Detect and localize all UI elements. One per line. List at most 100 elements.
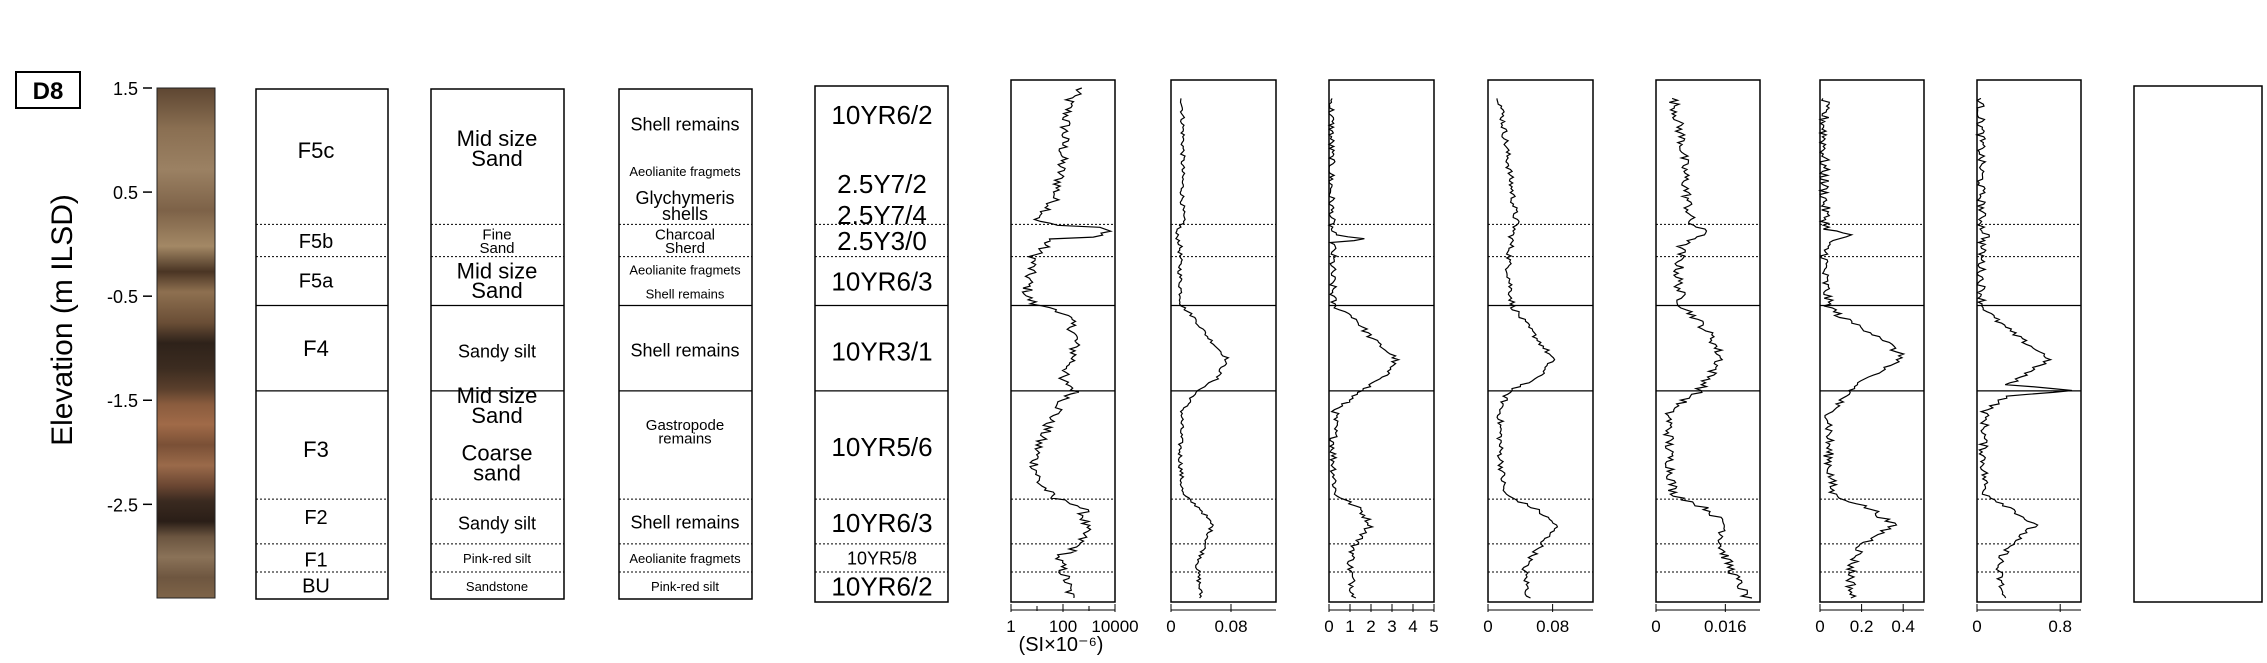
x-axis: 0 0.08 [1483,604,1593,636]
panel-frame [1487,79,1594,603]
data-panel-6: 0 0.2 0.4 [1815,79,1925,636]
y-axis-ticks: 1.5 0.5 -0.5 -1.5 -2.5 [107,79,152,515]
x-tick-label: 0.08 [1214,617,1247,636]
x-tick-label: 0.016 [1704,617,1747,636]
y-axis-label: Elevation (m ILSD) [46,194,79,446]
munsell-label: 10YR3/1 [831,336,932,366]
facies-label: F3 [303,437,329,462]
facies-label: F5c [298,138,335,163]
component-label: Shell remains [630,341,739,361]
y-tick-label: 0.5 [113,183,138,203]
texture-label: Mid size [457,258,538,283]
panel-frame [1010,79,1116,603]
x-tick-label: 0.4 [1891,617,1915,636]
component-label: remains [658,430,711,447]
panel-frame [1976,79,2082,603]
texture-label: Fine [482,227,511,244]
panel-frame [1819,79,1925,603]
texture-label: Sandy silt [458,342,536,362]
component-label: Aeolianite fragmets [629,551,741,566]
x-tick-label: 0 [1972,617,1981,636]
component-label: Sherd [665,240,705,257]
measurement-trace [1021,87,1113,599]
panel-frame [1170,79,1277,603]
data-panel-1: 1 100 10000 [1006,79,1139,636]
measurement-trace [1817,98,1906,599]
texture-label: Coarse [462,440,533,465]
data-panel-5: 0 0.016 [1651,79,1761,636]
texture-label: Sand [471,146,522,171]
y-tick-label: 1.5 [113,79,138,99]
x-axis: 0 0.08 [1166,604,1276,636]
x-tick-label: 0 [1166,617,1175,636]
core-photo [156,87,216,599]
texture-label: Mid size [457,126,538,151]
munsell-label: 10YR6/3 [831,508,932,538]
x-axis: 0 0.2 0.4 [1815,604,1924,636]
texture-label: Pink-red silt [463,551,531,566]
x-tick-label: 1 [1006,617,1015,636]
measurement-trace [1327,98,1401,599]
munsell-label: 2.5Y3/0 [837,226,927,256]
x-tick-label: 3 [1387,617,1396,636]
measurement-trace [1974,97,2073,599]
y-tick-label: -1.5 [107,391,138,411]
x-tick-label: 0.08 [1536,617,1569,636]
texture-label: Sand [471,278,522,303]
data-panel-2: 0 0.08 [1166,79,1277,636]
empty-panel [2133,85,2263,603]
component-label: Pink-red silt [651,579,719,594]
component-label: Glychymeris [635,188,734,208]
component-label: Shell remains [630,115,739,135]
x-axis: 1 100 10000 [1006,604,1139,636]
component-label: Charcoal [655,227,715,244]
texture-label: Sand [479,240,514,257]
x-axis: 0 0.8 [1972,604,2081,636]
x-tick-label: 2 [1366,617,1375,636]
texture-label: Mid size [457,383,538,408]
components-column: Shell remains Aeolianite fragmets Glychyme… [618,88,753,600]
facies-column: F5c F5b F5a F4 F3 F2 F1 BU [255,88,389,600]
y-tick-label: -2.5 [107,495,138,515]
facies-label: BU [302,576,330,598]
x-tick-label: 0 [1324,617,1333,636]
munsell-label: 10YR6/2 [831,572,932,602]
measurement-trace [1495,98,1559,599]
measurement-trace [1175,98,1230,599]
component-label: shells [662,204,708,224]
x-tick-label: 0 [1651,617,1660,636]
component-label: Gastropode [646,417,724,434]
x-tick-label: 4 [1408,617,1417,636]
munsell-label: 10YR5/6 [831,432,932,462]
texture-label: sand [473,460,521,485]
munsell-color-column: 10YR6/2 2.5Y7/22.5Y7/42.5Y3/0 10YR6/3 10YR3… [814,85,949,603]
magnetic-panels: 1 100 10000 0 0.08 0 1 2 3 4 5 0 0.08 0 0.016 0 0.2 0.4 0 0… [1006,79,2082,636]
munsell-label: 10YR6/3 [831,267,932,297]
y-tick-label: -0.5 [107,287,138,307]
x-tick-label: 0 [1815,617,1824,636]
measurement-trace [1662,97,1753,599]
x-tick-label: 0.2 [1850,617,1874,636]
component-label: Aeolianite fragmets [629,164,741,179]
component-label: Shell remains [646,287,725,302]
x-tick-label: 10000 [1091,617,1138,636]
facies-label: F5b [299,231,333,253]
munsell-label: 2.5Y7/2 [837,169,927,199]
munsell-label: 10YR5/8 [847,549,917,569]
facies-label: F4 [303,336,329,361]
site-label: D8 [33,78,64,105]
component-label: Shell remains [630,512,739,532]
site-label-box: D8 [15,71,81,109]
facies-label: F5a [299,271,334,293]
x-tick-label: 100 [1049,617,1077,636]
munsell-label: 10YR6/2 [831,100,932,130]
panel-frame [1655,79,1761,603]
data-panel-4: 0 0.08 [1483,79,1594,636]
x-tick-label: 1 [1345,617,1354,636]
susceptibility-unit-label: (SI×10⁻⁶) [1019,634,1104,656]
texture-label: Sandy silt [458,513,536,533]
